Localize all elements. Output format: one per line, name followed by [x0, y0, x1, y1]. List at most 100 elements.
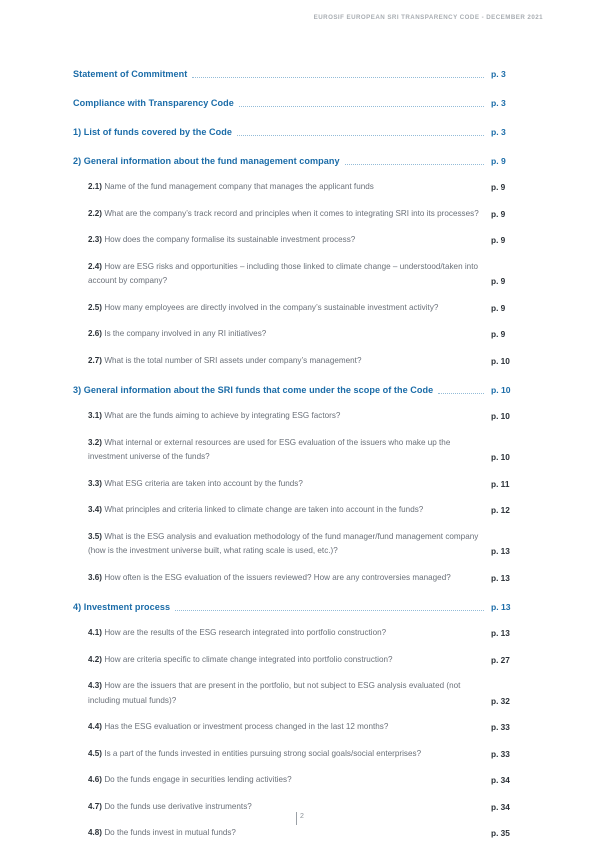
toc-item-page-number: p. 9 — [491, 302, 506, 313]
toc-item-question: What is the ESG analysis and evaluation … — [88, 531, 479, 556]
toc-section-row[interactable]: Statement of Commitment p. 3 — [73, 68, 525, 81]
toc-item-page-number: p. 9 — [491, 329, 506, 339]
toc-item-question: Do the funds use derivative instruments? — [104, 801, 252, 811]
dot-leader — [344, 160, 484, 165]
toc-item-row[interactable]: 4.5) Is a part of the funds invested in … — [73, 747, 525, 762]
toc-section-row[interactable]: 2) General information about the fund ma… — [73, 155, 525, 168]
toc-item-text: 4.3) How are the issuers that are presen… — [73, 679, 489, 708]
toc-item-page-number: p. 32 — [491, 695, 510, 706]
toc-item-page-number: p. 10 — [491, 452, 510, 462]
toc-section-page-number: p. 3 — [491, 127, 506, 137]
toc-item-number: 4.2) — [88, 654, 103, 664]
toc-item-number: 3.5) — [88, 531, 103, 541]
toc-item-row[interactable]: 2.5) How many employees are directly inv… — [73, 301, 525, 316]
toc-item-question: How are the results of the ESG research … — [104, 628, 387, 637]
toc-item-page-number: p. 9 — [491, 276, 506, 286]
toc-section-page-number: p. 3 — [491, 98, 506, 108]
toc-item-question: How often is the ESG evaluation of the i… — [104, 572, 451, 582]
toc-item-text: 4.2) How are criteria specific to climat… — [73, 653, 489, 668]
toc-item-text: 3.6) How often is the ESG evaluation of … — [73, 571, 489, 586]
toc-item-row[interactable]: 4.8) Do the funds invest in mutual funds… — [73, 826, 525, 841]
toc-item-row[interactable]: 3.6) How often is the ESG evaluation of … — [73, 571, 525, 586]
dot-leader — [438, 389, 484, 394]
toc-section-label: 2) General information about the fund ma… — [73, 156, 340, 166]
toc-item-text: 2.7) What is the total number of SRI ass… — [73, 354, 489, 369]
toc-item-page-number: p. 10 — [491, 411, 510, 421]
toc-item-row[interactable]: 3.2) What internal or external resources… — [73, 436, 525, 465]
toc-item-row[interactable]: 4.4) Has the ESG evaluation or investmen… — [73, 720, 525, 735]
toc-item-row[interactable]: 4.3) How are the issuers that are presen… — [73, 679, 525, 708]
toc-section-row[interactable]: Compliance with Transparency Code p. 3 — [73, 97, 525, 110]
toc-item-row[interactable]: 2.4) How are ESG risks and opportunities… — [73, 260, 525, 289]
toc-item-number: 3.3) — [88, 478, 103, 488]
toc-item-number: 4.7) — [88, 801, 103, 811]
toc-item-row[interactable]: 4.7) Do the funds use derivative instrum… — [73, 800, 525, 815]
toc-item-text: 4.6) Do the funds engage in securities l… — [73, 773, 489, 788]
dot-leader — [238, 102, 484, 107]
toc-item-text: 2.3) How does the company formalise its … — [73, 233, 489, 248]
toc-item-text: 4.5) Is a part of the funds invested in … — [73, 747, 489, 762]
toc-item-page-number: p. 9 — [491, 208, 506, 219]
toc-section-row[interactable]: 4) Investment process p. 13 — [73, 601, 525, 614]
toc-item-number: 3.4) — [88, 505, 103, 514]
footer-page-number: 2 — [300, 813, 304, 820]
toc-item-row[interactable]: 3.3) What ESG criteria are taken into ac… — [73, 477, 525, 492]
toc-item-question: How are the issuers that are present in … — [88, 681, 461, 705]
toc-item-page-number: p. 10 — [491, 355, 510, 366]
toc-section-label: 1) List of funds covered by the Code — [73, 127, 232, 137]
toc-item-page-number: p. 27 — [491, 654, 510, 665]
toc-item-row[interactable]: 3.4) What principles and criteria linked… — [73, 503, 525, 518]
toc-item-row[interactable]: 3.1) What are the funds aiming to achiev… — [73, 409, 525, 424]
toc-item-question: What is the total number of SRI assets u… — [104, 355, 362, 365]
toc-item-page-number: p. 33 — [491, 748, 510, 759]
toc-item-page-number: p. 9 — [491, 182, 506, 192]
toc-section-row[interactable]: 1) List of funds covered by the Code p. 3 — [73, 126, 525, 139]
toc-item-question: Do the funds invest in mutual funds? — [104, 828, 236, 837]
toc-item-row[interactable]: 2.2) What are the company’s track record… — [73, 207, 525, 222]
toc-item-row[interactable]: 3.5) What is the ESG analysis and evalua… — [73, 530, 525, 559]
toc-item-text: 3.5) What is the ESG analysis and evalua… — [73, 530, 489, 559]
toc-section-page-number: p. 9 — [491, 156, 506, 166]
toc-item-row[interactable]: 2.3) How does the company formalise its … — [73, 233, 525, 248]
toc-item-row[interactable]: 2.7) What is the total number of SRI ass… — [73, 354, 525, 369]
toc-item-row[interactable]: 4.1) How are the results of the ESG rese… — [73, 626, 525, 641]
toc-item-number: 2.6) — [88, 329, 103, 338]
toc-item-number: 4.5) — [88, 748, 103, 758]
toc-item-question: Do the funds engage in securities lendin… — [104, 775, 292, 784]
footer-rule-divider — [296, 812, 298, 825]
toc-item-question: What internal or external resources are … — [88, 437, 451, 462]
toc-item-text: 4.1) How are the results of the ESG rese… — [73, 626, 489, 641]
toc-item-number: 2.3) — [88, 235, 103, 244]
toc-item-question: How does the company formalise its susta… — [104, 235, 356, 244]
toc-item-page-number: p. 13 — [491, 628, 510, 638]
toc-item-row[interactable]: 4.2) How are criteria specific to climat… — [73, 653, 525, 668]
toc-item-number: 4.3) — [88, 681, 103, 690]
toc-item-text: 2.2) What are the company’s track record… — [73, 207, 489, 222]
toc-section-label: 3) General information about the SRI fun… — [73, 385, 434, 395]
toc-item-page-number: p. 33 — [491, 722, 510, 732]
toc-section-page-number: p. 10 — [491, 385, 511, 395]
toc-item-number: 3.6) — [88, 572, 103, 582]
toc-item-page-number: p. 11 — [491, 478, 510, 489]
toc-item-row[interactable]: 2.6) Is the company involved in any RI i… — [73, 327, 525, 342]
toc-item-text: 3.3) What ESG criteria are taken into ac… — [73, 477, 489, 492]
toc-item-number: 4.1) — [88, 628, 103, 637]
toc-item-row[interactable]: 4.6) Do the funds engage in securities l… — [73, 773, 525, 788]
toc-item-row[interactable]: 2.1) Name of the fund management company… — [73, 180, 525, 195]
toc-section-page-number: p. 13 — [491, 602, 511, 612]
toc-item-number: 2.7) — [88, 355, 103, 365]
toc-item-page-number: p. 35 — [491, 828, 510, 838]
table-of-contents: Statement of Commitment p. 3 Compliance wi… — [73, 68, 525, 841]
toc-item-text: 3.2) What internal or external resources… — [73, 436, 489, 465]
toc-section-label: Statement of Commitment — [73, 69, 188, 79]
toc-item-question: What ESG criteria are taken into account… — [104, 478, 303, 488]
toc-section-label: Compliance with Transparency Code — [73, 98, 234, 108]
toc-item-number: 2.2) — [88, 208, 103, 218]
toc-section-row[interactable]: 3) General information about the SRI fun… — [73, 384, 525, 397]
toc-item-number: 4.4) — [88, 722, 103, 731]
toc-item-page-number: p. 12 — [491, 505, 510, 515]
dot-leader — [175, 606, 484, 611]
toc-item-number: 3.2) — [88, 437, 103, 447]
toc-item-page-number: p. 13 — [491, 546, 510, 556]
